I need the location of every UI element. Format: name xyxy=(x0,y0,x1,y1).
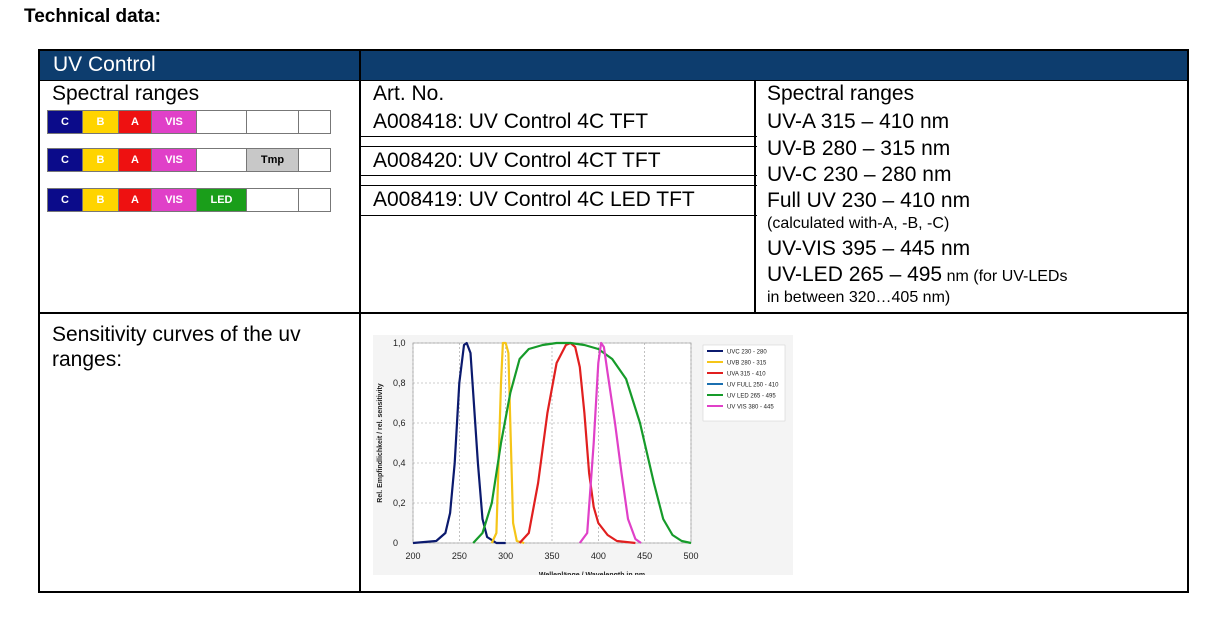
spectral-led-main: UV-LED 265 – 495 xyxy=(767,263,943,286)
y-tick-label: 0 xyxy=(393,538,398,548)
badge-vis: VIS xyxy=(152,111,197,133)
art-no-1: A008418: UV Control 4C TFT xyxy=(373,110,649,133)
badge-a: A xyxy=(119,149,152,171)
badge-empty xyxy=(197,149,247,171)
legend-label: UVB 280 - 315 xyxy=(727,361,767,367)
badge-empty xyxy=(247,189,299,211)
legend-label: UVC 230 - 280 xyxy=(727,350,767,356)
badge-vis: VIS xyxy=(152,189,197,211)
spectral-led-small: nm (for UV-LEDs xyxy=(942,268,1068,285)
x-tick-label: 450 xyxy=(637,551,652,561)
series-line xyxy=(412,341,506,545)
series-line xyxy=(472,341,692,545)
x-tick-label: 350 xyxy=(544,551,559,561)
badge-row-2: C B A VIS Tmp xyxy=(47,148,331,172)
art-no-2: A008420: UV Control 4CT TFT xyxy=(373,149,661,172)
column-divider-2 xyxy=(754,80,756,314)
art-row-divider xyxy=(361,146,757,147)
x-tick-label: 250 xyxy=(452,551,467,561)
badge-c: C xyxy=(48,111,83,133)
legend-label: UV VIS 380 - 445 xyxy=(727,405,774,411)
x-tick-label: 300 xyxy=(498,551,513,561)
column-divider-1 xyxy=(359,51,361,591)
sensitivity-chart-svg: 200 250 300 350 400 450 500 0 0,2 0,4 0,6 0,8 1,0 Wel… xyxy=(373,335,793,579)
badge-row-1: C B A VIS xyxy=(47,110,331,134)
spectral-vis: UV-VIS 395 – 445 nm xyxy=(767,237,971,260)
col1-header: Spectral ranges xyxy=(52,82,200,105)
badge-empty xyxy=(197,111,247,133)
badge-b: B xyxy=(83,189,119,211)
x-tick-label: 400 xyxy=(591,551,606,561)
spectral-led-note: in between 320…405 nm) xyxy=(767,289,951,306)
x-tick-label: 500 xyxy=(683,551,698,561)
sensitivity-label: Sensitivity curves of the uv ranges: xyxy=(52,323,301,371)
badge-row-3: C B A VIS LED xyxy=(47,188,331,212)
table-title: UV Control xyxy=(53,53,156,76)
art-row-divider xyxy=(361,215,757,216)
spectral-led: UV-LED 265 – 495 nm (for UV-LEDs xyxy=(767,263,1067,287)
sensitivity-chart: 200 250 300 350 400 450 500 0 0,2 0,4 0,6 0,8 1,0 Wel… xyxy=(373,335,793,579)
y-tick-label: 0,6 xyxy=(393,418,406,428)
badge-c: C xyxy=(48,189,83,211)
badge-a: A xyxy=(119,189,152,211)
col2-header: Art. No. xyxy=(373,82,445,105)
art-row-divider xyxy=(361,175,757,176)
spectral-full: Full UV 230 – 410 nm xyxy=(767,189,971,212)
spectral-uvc: UV-C 230 – 280 nm xyxy=(767,163,952,186)
y-tick-label: 0,4 xyxy=(393,458,406,468)
y-tick-label: 1,0 xyxy=(393,338,406,348)
legend-label: UVA 315 - 410 xyxy=(727,372,766,378)
x-axis-label: Wellenlänge / Wavelength in nm xyxy=(539,572,645,575)
art-no-3: A008419: UV Control 4C LED TFT xyxy=(373,188,695,211)
badge-empty xyxy=(247,111,299,133)
badge-b: B xyxy=(83,149,119,171)
spectral-uva: UV-A 315 – 410 nm xyxy=(767,110,950,133)
x-tick-label: 200 xyxy=(405,551,420,561)
y-tick-label: 0,8 xyxy=(393,378,406,388)
legend-label: UV FULL 250 - 410 xyxy=(727,383,779,389)
y-tick-label: 0,2 xyxy=(393,498,406,508)
col3-header: Spectral ranges xyxy=(767,82,915,105)
badge-led: LED xyxy=(197,189,247,211)
series-line xyxy=(578,341,642,544)
technical-data-table: UV Control Spectral ranges Art. No. Spec… xyxy=(38,49,1189,593)
page-heading: Technical data: xyxy=(24,6,161,27)
series-line xyxy=(518,341,636,545)
badge-a: A xyxy=(119,111,152,133)
spectral-full-note: (calculated with-A, -B, -C) xyxy=(767,215,950,232)
legend-label: UV LED 265 - 495 xyxy=(727,394,776,400)
badge-tmp: Tmp xyxy=(247,149,299,171)
row-divider xyxy=(40,312,1187,314)
table-header-bar: UV Control xyxy=(40,51,1187,81)
art-row-divider xyxy=(361,136,757,137)
badge-c: C xyxy=(48,149,83,171)
badge-b: B xyxy=(83,111,119,133)
y-axis-label: Rel. Empfindlichkeit / rel. sensitivity xyxy=(377,383,384,503)
badge-vis: VIS xyxy=(152,149,197,171)
art-row-divider xyxy=(361,185,757,186)
spectral-uvb: UV-B 280 – 315 nm xyxy=(767,137,951,160)
